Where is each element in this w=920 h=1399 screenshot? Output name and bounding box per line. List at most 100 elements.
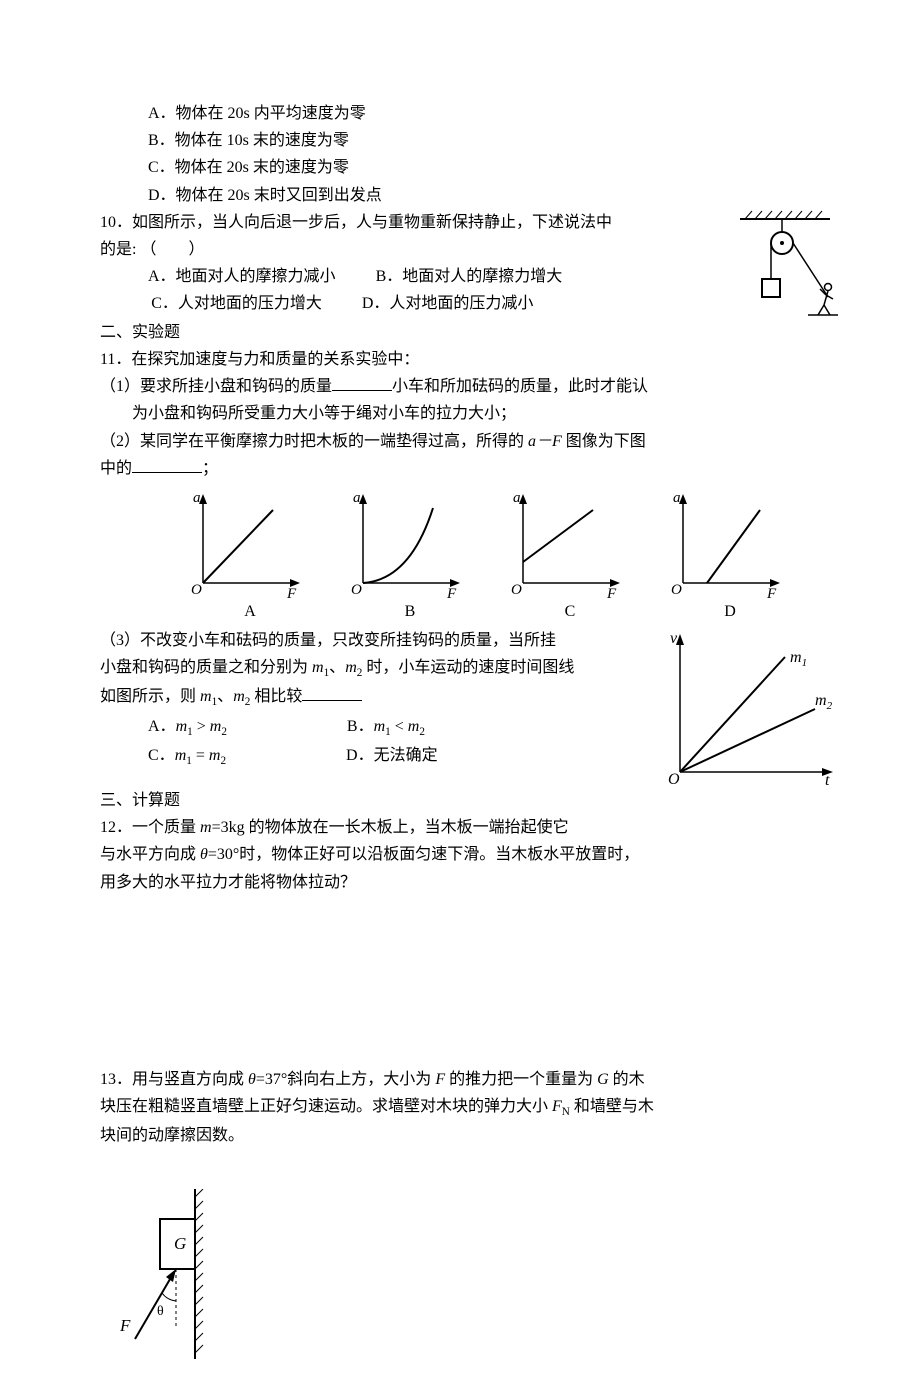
svg-text:O: O <box>351 582 362 598</box>
F-label: F <box>119 1316 131 1335</box>
q13-l1c: 的推力把一个重量为 <box>445 1071 597 1088</box>
m1: m <box>312 659 324 676</box>
theta-label: θ <box>157 1304 164 1319</box>
oC1: C． <box>148 747 175 764</box>
vt-graph: v O t m1 m2 <box>650 627 840 787</box>
svg-text:F: F <box>606 586 617 598</box>
svg-text:F: F <box>446 586 457 598</box>
oCs2: 2 <box>220 755 226 767</box>
q11-p1c: 为小盘和钩码所受重力大小等于绳对小车的拉力大小； <box>100 400 840 427</box>
m2b: m <box>233 688 245 705</box>
q13-l1d: 的木 <box>609 1071 645 1088</box>
chart-B: a O F B <box>315 488 465 625</box>
q12-l1: 12．一个质量 m=3kg 的物体放在一长木板上，当木板一端抬起使它 <box>100 814 840 841</box>
m2-label: m2 <box>815 692 833 712</box>
q13-l2b: 和墙壁与木 <box>570 1098 654 1115</box>
oC2: = <box>192 747 209 764</box>
section-3-title: 三、计算题 <box>100 787 840 814</box>
oAm1: m <box>176 718 188 735</box>
oAs2: 2 <box>221 726 227 738</box>
oB1: B． <box>347 718 374 735</box>
q11-p1a: （1）要求所挂小盘和钩码的质量 <box>100 378 332 395</box>
q12-m: m <box>200 819 212 836</box>
opt-D: D．物体在 20s 末时又回到出发点 <box>100 182 840 209</box>
chart-D-label: D <box>635 598 785 625</box>
q11-p1b: 小车和所加砝码的质量，此时才能认 <box>392 378 648 395</box>
q13-l2: 块压在粗糙竖直墙壁上正好匀速运动。求墙壁对木块的弹力大小 FN 和墙壁与木 <box>100 1093 840 1122</box>
q13-F: F <box>435 1071 445 1088</box>
chart-C-label: C <box>475 598 625 625</box>
q11-p2c: 中的 <box>100 460 132 477</box>
q11-p2a: （2）某同学在平衡摩擦力时把木板的一端垫得过高，所得的 <box>100 433 528 450</box>
q13-l1: 13．用与竖直方向成 θ=37°斜向右上方，大小为 F 的推力把一个重量为 G … <box>100 1066 840 1093</box>
q11-p3: v O t m1 m2 （3）不改变小车和砝码的质量，只改变所挂钩码的质量，当所… <box>100 627 840 771</box>
oA2: > <box>193 718 210 735</box>
s1b: 1 <box>212 697 218 709</box>
oB2: < <box>391 718 408 735</box>
q13-l1b: =37°斜向右上方，大小为 <box>256 1071 435 1088</box>
q10-optC: C．人对地面的压力增大 <box>151 295 322 312</box>
m1b: m <box>200 688 212 705</box>
opt-A: A．物体在 20s 内平均速度为零 <box>100 100 840 127</box>
axis-F-label: F <box>286 586 297 598</box>
chart-D: a O F D <box>635 488 785 625</box>
q12-th: θ <box>200 846 208 863</box>
blank-1[interactable] <box>332 374 392 391</box>
oD: D．无法确定 <box>346 747 438 764</box>
q11-p3c-2: 相比较 <box>250 688 302 705</box>
q12-l3: 用多大的水平拉力才能将物体拉动？ <box>100 869 840 896</box>
axis-t-label: t <box>825 772 830 787</box>
q10-optA: A．地面对人的摩擦力减小 <box>148 268 336 285</box>
q13-figure-wrap: G F θ <box>100 1189 840 1359</box>
q13-FN: F <box>552 1098 562 1115</box>
section-2-title: 二、实验题 <box>100 319 840 346</box>
q13-figure: G F θ <box>100 1189 220 1359</box>
opt-B: B．物体在 10s 末的速度为零 <box>100 127 840 154</box>
oAm2: m <box>210 718 222 735</box>
q13-l2a: 块压在粗糙竖直墙壁上正好匀速运动。求墙壁对木块的弹力大小 <box>100 1098 552 1115</box>
opt-C: C．物体在 20s 末的速度为零 <box>100 154 840 181</box>
q11-stem: 11．在探究加速度与力和质量的关系实验中： <box>100 346 840 373</box>
q12-l1b: =3kg 的物体放在一长木板上，当木板一端抬起使它 <box>212 819 569 836</box>
q11-p2d: ； <box>202 460 218 477</box>
q11-p3b-1: 小盘和钩码的质量之和分别为 <box>100 659 312 676</box>
q10: 10．如图所示，当人向后退一步后，人与重物重新保持静止，下述说法中 的是: （ … <box>100 209 840 318</box>
oCm2: m <box>209 747 221 764</box>
oCm1: m <box>175 747 187 764</box>
svg-text:O: O <box>511 582 522 598</box>
q13-G: G <box>597 1071 609 1088</box>
q10-optB: B．地面对人的摩擦力增大 <box>376 268 563 285</box>
q11-p1: （1）要求所挂小盘和钩码的质量 小车和所加砝码的质量，此时才能认 <box>100 373 840 400</box>
s1: 1 <box>324 667 330 679</box>
chart-B-label: B <box>315 598 465 625</box>
q11-p3c-1: 如图所示，则 <box>100 688 200 705</box>
blank-3[interactable] <box>302 684 362 701</box>
q10-figure <box>720 209 840 319</box>
svg-text:O: O <box>671 582 682 598</box>
q13-th: θ <box>248 1071 256 1088</box>
q12-l1a: 12．一个质量 <box>100 819 200 836</box>
q11-p2-line2: 中的 ； <box>100 455 840 482</box>
m1-label: m1 <box>790 649 807 669</box>
q13-l3: 块间的动摩擦因数。 <box>100 1122 840 1149</box>
origin-O: O <box>191 582 202 598</box>
blank-2[interactable] <box>132 456 202 473</box>
oBm2: m <box>408 718 420 735</box>
oBs2: 2 <box>419 726 425 738</box>
aF-charts: a O F A a O F B a O <box>100 488 840 625</box>
G-label: G <box>174 1234 186 1253</box>
chart-C: a O F C <box>475 488 625 625</box>
chart-A-label: A <box>155 598 305 625</box>
q11-p2: （2）某同学在平衡摩擦力时把木板的一端垫得过高，所得的 a－F 图像为下图 <box>100 428 840 455</box>
q13-l1a: 13．用与竖直方向成 <box>100 1071 248 1088</box>
aF-label: a－F <box>528 433 562 450</box>
origin-O-vt: O <box>668 771 680 787</box>
q12-l2: 与水平方向成 θ=30°时，物体正好可以沿板面匀速下滑。当木板水平放置时， <box>100 841 840 868</box>
q11-p2b: 图像为下图 <box>562 433 646 450</box>
chart-A: a O F A <box>155 488 305 625</box>
q13-N: N <box>562 1106 570 1118</box>
oBm1: m <box>374 718 386 735</box>
q12-l2b: =30°时，物体正好可以沿板面匀速下滑。当木板水平放置时， <box>208 846 639 863</box>
q11-p3b-2: 时，小车运动的速度时间图线 <box>362 659 574 676</box>
m2: m <box>345 659 357 676</box>
